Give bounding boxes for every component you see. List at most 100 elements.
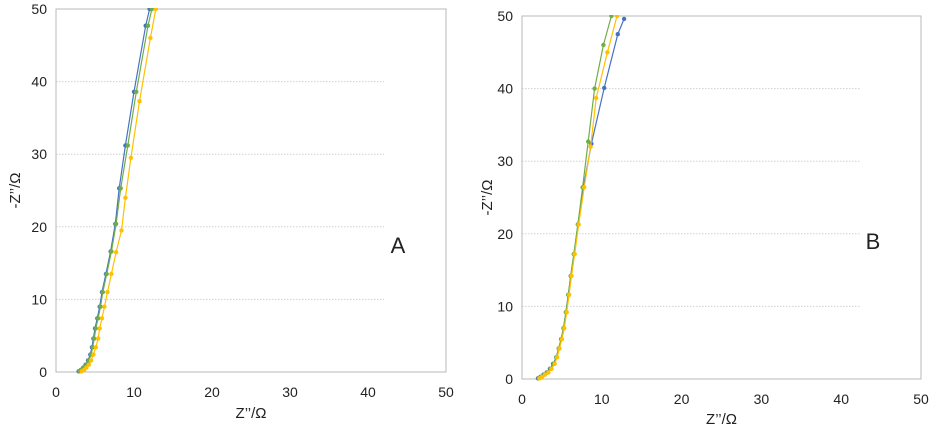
data-point [559, 336, 565, 342]
data-point [105, 289, 110, 295]
x-tick-label: 30 [754, 391, 770, 407]
series-line [538, 15, 612, 379]
series-2 [77, 8, 155, 374]
data-point [539, 374, 545, 379]
data-point [86, 362, 92, 367]
data-point [100, 289, 106, 295]
data-point [549, 366, 554, 371]
data-point [123, 195, 128, 200]
data-point [88, 358, 94, 363]
data-point [569, 273, 574, 279]
panel-label: A [391, 233, 406, 258]
data-point [621, 16, 627, 22]
x-tick-label: 20 [674, 391, 690, 407]
y-tick-label: 50 [497, 8, 513, 24]
y-tick-label: 20 [497, 226, 513, 242]
data-point [148, 35, 153, 41]
x-tick-label: 40 [360, 384, 376, 400]
data-point [145, 23, 151, 28]
data-point [592, 86, 597, 91]
series-line [78, 8, 151, 372]
data-point [554, 355, 560, 360]
y-tick-label: 20 [31, 219, 47, 235]
data-point [594, 95, 599, 101]
data-point [609, 15, 614, 19]
data-point [128, 155, 134, 160]
data-point [84, 365, 89, 370]
data-point [93, 345, 99, 350]
data-point [109, 249, 114, 254]
data-point [92, 336, 97, 341]
data-point [601, 42, 606, 48]
data-point [109, 271, 114, 277]
data-point [615, 32, 620, 37]
data-point [586, 139, 591, 144]
x-axis-title: Z’’/Ω [706, 411, 737, 428]
series-line [539, 15, 618, 379]
data-point [102, 304, 107, 309]
data-point [93, 326, 99, 331]
y-axis-title: -Z’’/Ω [479, 180, 496, 216]
data-point [582, 185, 587, 190]
x-tick-label: 40 [833, 391, 849, 407]
x-axis-title: Z’’/Ω [236, 405, 267, 422]
y-axis-title: -Z’’/Ω [7, 173, 24, 209]
y-tick-label: 50 [31, 1, 47, 17]
y-tick-label: 0 [505, 371, 513, 387]
x-tick-label: 0 [518, 391, 526, 407]
y-tick-label: 30 [31, 146, 47, 162]
x-tick-label: 0 [52, 384, 60, 400]
plot-frame [55, 8, 447, 373]
plot-frame [521, 15, 922, 380]
data-point [572, 251, 577, 257]
data-point [588, 144, 593, 149]
data-point [119, 228, 124, 233]
data-point [562, 326, 567, 331]
data-point [605, 50, 610, 55]
data-point [95, 316, 101, 321]
data-point [153, 8, 158, 12]
data-point [614, 15, 620, 19]
data-point [546, 370, 551, 375]
data-point [552, 361, 557, 366]
data-point [99, 316, 105, 321]
y-tick-label: 0 [39, 364, 47, 380]
y-tick-label: 10 [31, 291, 47, 307]
data-point [113, 221, 119, 227]
x-tick-label: 50 [913, 391, 929, 407]
y-tick-label: 30 [497, 153, 513, 169]
panel-label: B [866, 229, 881, 254]
data-point [557, 346, 562, 351]
data-point [98, 304, 103, 309]
data-point [97, 326, 102, 331]
series-3 [79, 8, 158, 374]
series-line [79, 8, 153, 372]
data-point [602, 85, 607, 91]
x-tick-label: 20 [204, 384, 220, 400]
data-point [137, 99, 142, 104]
data-point [576, 222, 581, 227]
series-1 [76, 8, 152, 374]
y-tick-label: 40 [31, 74, 47, 90]
data-point [91, 352, 96, 357]
x-tick-label: 30 [282, 384, 298, 400]
data-point [113, 250, 119, 255]
data-point [566, 292, 572, 297]
data-point [95, 336, 101, 341]
x-tick-label: 50 [438, 384, 454, 400]
data-point [542, 372, 548, 377]
y-tick-label: 10 [497, 298, 513, 314]
data-point [118, 186, 123, 191]
data-point [149, 8, 155, 12]
data-point [104, 271, 109, 277]
series-3 [537, 15, 620, 381]
data-point [564, 310, 569, 315]
y-tick-label: 40 [497, 81, 513, 97]
data-point [90, 345, 95, 350]
series-2 [536, 15, 614, 381]
x-tick-label: 10 [594, 391, 610, 407]
data-point [134, 89, 139, 95]
x-tick-label: 10 [126, 384, 142, 400]
panel-b: 0 10 20 30 40 50 0 10 20 30 40 50 Z’’/Ω -Z’’/Ω B [479, 8, 929, 428]
